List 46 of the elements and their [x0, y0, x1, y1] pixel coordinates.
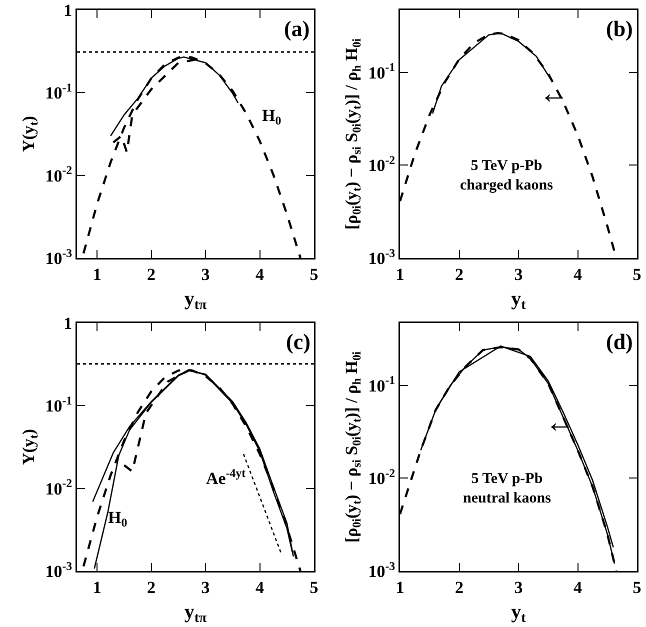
y-tick-label: 1	[64, 0, 72, 20]
y-tick-label: 1	[64, 314, 72, 333]
x-tick-label: 3	[514, 264, 523, 284]
x-tick-label: 5	[632, 578, 642, 597]
y-tick-label: 10$^{-1}$	[45, 393, 72, 416]
y-tick-label: 10$^{-3}$	[368, 558, 396, 581]
annotation: ←	[539, 77, 569, 110]
x-tick-label: 2	[147, 578, 156, 597]
x-tick-label: 3	[201, 578, 210, 597]
x-axis-title: y$_{t}$	[511, 288, 526, 313]
x-tick-label: 2	[147, 264, 156, 284]
x-tick-label: 4	[256, 578, 265, 597]
annotation: (a)	[284, 16, 310, 41]
x-tick-label: 3	[201, 264, 210, 284]
x-axis-title: y$_{tπ}$	[184, 288, 207, 313]
y-tick-label: 10$^{-1}$	[45, 80, 72, 103]
x-tick-label: 4	[574, 578, 582, 597]
y-tick-label: 10$^{-3}$	[368, 246, 396, 268]
x-tick-label: 1	[92, 578, 102, 597]
y-tick-label: 10$^{-2}$	[45, 163, 72, 186]
x-tick-label: 5	[632, 264, 642, 284]
x-tick-label: 4	[256, 264, 265, 284]
y-tick-label: 10$^{-2}$	[45, 476, 72, 498]
x-tick-label: 3	[514, 578, 523, 597]
y-tick-label: 10$^{-1}$	[368, 373, 396, 396]
annotation: H$_{0}$	[108, 508, 128, 530]
x-tick-label: 1	[92, 264, 102, 284]
x-tick-label: 4	[574, 264, 582, 284]
annotation: 5 TeV p-Pb charged kaons	[460, 158, 554, 194]
x-tick-label: 2	[455, 578, 464, 597]
annotation: (b)	[606, 16, 633, 41]
x-axis-title: y$_{t}$	[511, 600, 526, 626]
annotation: Ae$^{-4yt}$	[206, 466, 246, 488]
x-tick-label: 5	[310, 578, 318, 597]
annotation: (d)	[606, 329, 633, 354]
y-tick-label: 10$^{-2}$	[368, 153, 396, 176]
annotation: 5 TeV p-Pb neutral kaons	[463, 471, 552, 506]
x-tick-label: 5	[310, 264, 318, 284]
x-axis-title: y$_{tπ}$	[184, 600, 207, 626]
y-tick-label: 10$^{-2}$	[368, 466, 396, 488]
y-tick-label: 10$^{-3}$	[45, 246, 72, 268]
y-tick-label: 10$^{-1}$	[368, 60, 396, 82]
annotation: (c)	[286, 329, 310, 354]
x-tick-label: 2	[455, 264, 464, 284]
y-tick-label: 10$^{-3}$	[45, 558, 72, 581]
annotation: H$_{0}$	[262, 106, 282, 128]
